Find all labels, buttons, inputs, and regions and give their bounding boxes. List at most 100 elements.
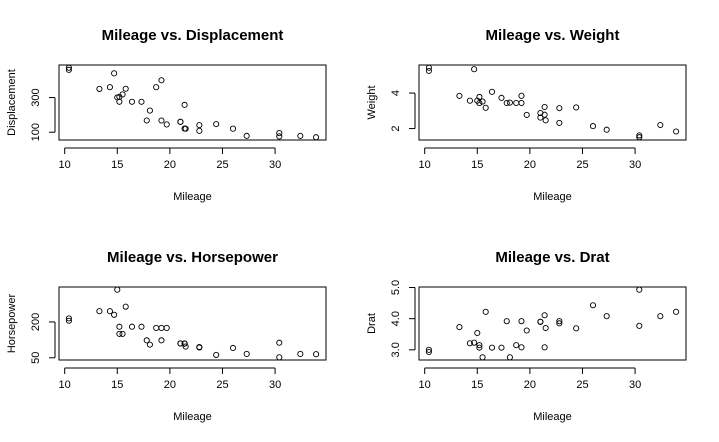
data-point <box>177 118 184 125</box>
data-point <box>503 99 510 107</box>
y-axis-label: Horsepower <box>6 294 18 354</box>
data-point <box>158 117 165 124</box>
data-point <box>146 107 153 114</box>
data-point <box>111 311 118 318</box>
x-tick-label: 25 <box>576 379 588 391</box>
data-point <box>482 104 489 111</box>
data-point <box>476 344 483 351</box>
data-points <box>425 286 680 361</box>
x-tick-label: 10 <box>59 159 71 171</box>
data-point <box>143 117 150 124</box>
data-point <box>425 346 432 353</box>
data-point <box>96 308 103 315</box>
data-point <box>65 64 72 71</box>
data-point <box>673 308 680 315</box>
data-point <box>603 313 610 320</box>
x-tick-label: 20 <box>164 379 176 391</box>
data-point <box>158 324 165 331</box>
data-point <box>541 344 548 351</box>
scatter-panel-1: Mileage vs. Displacement 10 15 20 25 30 Mileag… <box>6 27 327 203</box>
x-tick-label: 25 <box>216 379 228 391</box>
x-tick-label: 20 <box>164 159 176 171</box>
x-tick-label: 15 <box>111 379 123 391</box>
data-point <box>636 286 643 293</box>
x-tick-label: 20 <box>524 159 536 171</box>
data-point <box>541 103 548 111</box>
data-point <box>425 348 432 356</box>
chart-title: Mileage vs. Weight <box>486 27 620 44</box>
data-point <box>196 343 203 351</box>
data-point <box>163 324 170 331</box>
plot-frame <box>418 286 687 361</box>
data-point <box>471 339 478 346</box>
x-tick-label: 15 <box>471 379 483 391</box>
data-point <box>636 134 643 141</box>
x-axis-label: Mileage <box>533 191 572 203</box>
data-point <box>181 340 188 347</box>
scatter-panel-4: Mileage vs. Drat 10 15 20 25 30 Mileage 3.0 4.0 5… <box>366 249 687 423</box>
data-point <box>513 342 520 349</box>
data-point <box>65 66 72 73</box>
data-point <box>556 318 563 325</box>
data-point <box>213 351 220 358</box>
data-point <box>542 324 549 332</box>
data-point <box>589 123 597 130</box>
data-point <box>556 105 563 112</box>
x-tick-label: 30 <box>269 379 281 391</box>
data-point <box>523 327 530 334</box>
data-point <box>181 125 188 132</box>
y-axis: 100 300 <box>30 88 56 141</box>
x-tick-label: 20 <box>524 379 536 391</box>
y-tick-label: 4 <box>390 90 402 96</box>
data-point <box>158 77 165 84</box>
scatter-panel-3: Mileage vs. Horsepower 10 15 20 25 30 Mileage 5… <box>6 249 327 423</box>
data-point <box>488 88 496 95</box>
data-point <box>196 127 203 134</box>
data-point <box>243 132 250 139</box>
y-tick-label: 3.0 <box>390 342 402 357</box>
x-tick-label: 30 <box>629 379 641 391</box>
y-axis: 50 200 <box>30 313 56 364</box>
data-point <box>143 337 150 344</box>
data-point <box>425 67 432 74</box>
data-point <box>474 329 481 337</box>
data-point <box>488 344 496 351</box>
data-point <box>138 98 145 105</box>
y-tick-label: 200 <box>30 313 42 331</box>
data-point <box>518 99 525 107</box>
data-point <box>506 99 513 106</box>
data-point <box>96 85 103 92</box>
data-point <box>276 133 283 140</box>
data-point <box>106 84 113 91</box>
data-point <box>556 320 563 327</box>
plot-frame <box>58 64 327 141</box>
data-point <box>456 324 463 331</box>
data-point <box>138 323 145 330</box>
data-point <box>471 66 478 73</box>
data-point <box>213 121 220 128</box>
data-point <box>181 101 188 108</box>
data-point <box>573 104 580 111</box>
data-point <box>106 308 113 315</box>
data-point <box>313 351 320 358</box>
data-point <box>498 94 505 101</box>
data-point <box>518 344 525 351</box>
data-point <box>479 354 486 361</box>
data-point <box>276 354 283 361</box>
data-point <box>603 126 610 133</box>
x-tick-label: 10 <box>59 379 71 391</box>
data-points <box>65 286 320 361</box>
y-tick-label: 4.0 <box>390 311 402 326</box>
y-axis: 24 <box>390 90 416 132</box>
chart-title: Mileage vs. Displacement <box>102 27 284 44</box>
data-point <box>116 330 123 337</box>
x-axis-label: Mileage <box>533 411 572 423</box>
data-point <box>114 94 121 101</box>
y-tick-label: 300 <box>30 88 42 106</box>
x-axis-label: Mileage <box>173 411 212 423</box>
x-tick-label: 10 <box>419 159 431 171</box>
plot-frame <box>418 64 687 141</box>
y-axis-label: Drat <box>366 313 378 334</box>
data-point <box>542 117 549 124</box>
